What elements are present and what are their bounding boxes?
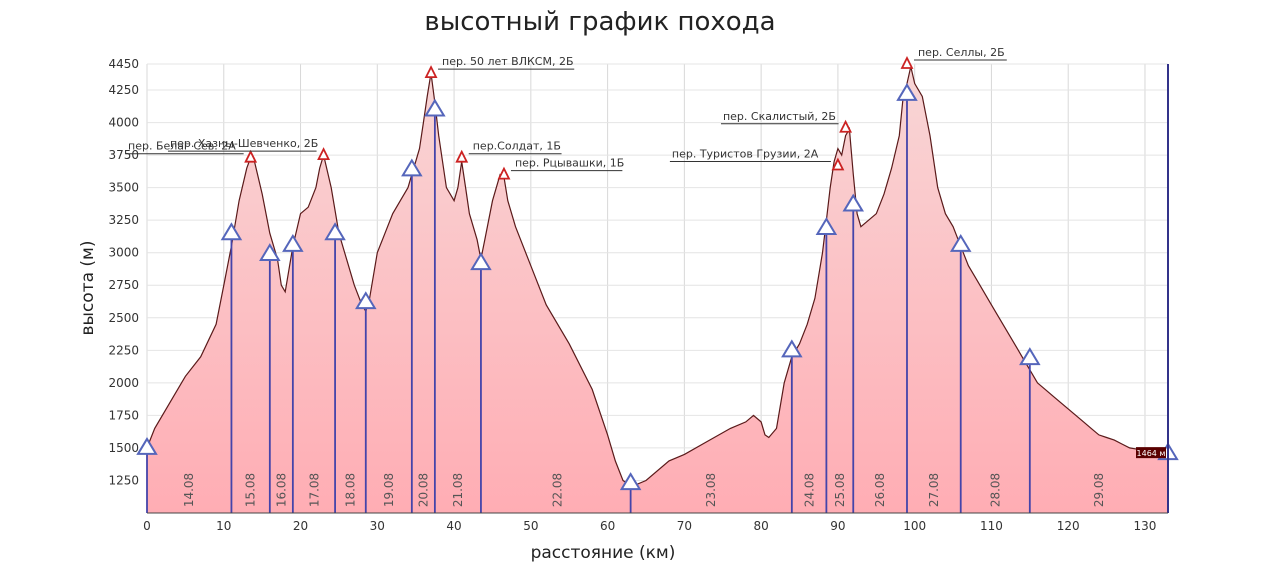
y-tick-label: 2250 bbox=[108, 343, 139, 357]
pass-label: пер. Скалистый, 2Б bbox=[723, 110, 836, 123]
date-label: 27.08 bbox=[927, 473, 941, 507]
y-tick-label: 4000 bbox=[108, 116, 139, 130]
day-marker bbox=[949, 233, 972, 252]
day-marker bbox=[282, 233, 304, 252]
pass-marker bbox=[455, 149, 469, 163]
day-marker bbox=[401, 158, 423, 177]
elevation-area bbox=[146, 66, 1169, 513]
y-axis-label: высота (м) bbox=[78, 240, 98, 335]
day-marker bbox=[815, 217, 838, 235]
date-label: 23.08 bbox=[704, 473, 718, 507]
pass-marker bbox=[244, 149, 258, 163]
x-tick-label: 130 bbox=[1134, 519, 1157, 533]
x-axis-label: расстояние (км) bbox=[531, 543, 676, 563]
y-tick-label: 2000 bbox=[108, 376, 139, 390]
y-tick-label: 2500 bbox=[108, 311, 139, 325]
elevation-fill bbox=[147, 66, 1168, 513]
x-tick-label: 50 bbox=[523, 519, 538, 533]
y-tick-label: 4250 bbox=[108, 83, 139, 97]
date-label: 29.08 bbox=[1092, 473, 1106, 507]
pass-label: пер. Хазны-Шевченко, 2Б bbox=[170, 137, 318, 150]
x-tick-label: 80 bbox=[753, 519, 768, 533]
y-tick-label: 3000 bbox=[108, 246, 139, 260]
axis-ticks: 0 10 20 30 40 50 60 70 80 90 100 110 120 130 1250 1500 1… bbox=[108, 57, 1168, 533]
x-tick-label: 100 bbox=[903, 519, 926, 533]
y-tick-label: 4450 bbox=[108, 57, 139, 71]
date-label: 17.08 bbox=[307, 473, 321, 507]
pass-label: пер. Белаг Сев. 2А bbox=[128, 140, 236, 153]
end-label-box bbox=[1136, 447, 1166, 459]
date-label: 20.08 bbox=[416, 473, 430, 507]
day-marker bbox=[424, 98, 446, 117]
x-tick-label: 10 bbox=[216, 519, 231, 533]
pass-marker bbox=[900, 55, 914, 69]
date-label: 26.08 bbox=[873, 473, 887, 507]
x-tick-label: 20 bbox=[293, 519, 308, 533]
y-tick-label: 1500 bbox=[108, 441, 139, 455]
pass-marker bbox=[317, 147, 331, 161]
date-label: 18.08 bbox=[343, 473, 357, 507]
pass-marker bbox=[831, 157, 845, 171]
y-tick-label: 3750 bbox=[108, 148, 139, 162]
pass-marker bbox=[424, 65, 438, 79]
pass-label: пер.Солдат, 1Б bbox=[473, 140, 561, 153]
date-label: 16.08 bbox=[274, 473, 288, 507]
x-tick-label: 110 bbox=[980, 519, 1003, 533]
pass-label: пер. 50 лет ВЛКСМ, 2Б bbox=[442, 55, 573, 68]
date-label: 15.08 bbox=[244, 473, 258, 507]
day-marker bbox=[324, 222, 346, 241]
y-tick-label: 3250 bbox=[108, 213, 139, 227]
x-tick-label: 120 bbox=[1057, 519, 1080, 533]
date-label: 14.08 bbox=[182, 473, 196, 507]
pass-label: пер. Рцывашки, 1Б bbox=[515, 157, 624, 170]
day-marker bbox=[136, 436, 158, 455]
x-tick-label: 60 bbox=[600, 519, 615, 533]
day-marker bbox=[896, 82, 918, 101]
day-marker bbox=[470, 252, 492, 271]
day-marker bbox=[355, 291, 377, 310]
pass-marker bbox=[497, 166, 511, 180]
y-tick-label: 2750 bbox=[108, 278, 139, 292]
date-labels: 14.08 15.08 16.08 17.08 18.08 19.08 20.08 21.08… bbox=[182, 473, 1106, 507]
x-tick-label: 70 bbox=[677, 519, 692, 533]
elevation-line bbox=[146, 66, 1169, 488]
date-label: 28.08 bbox=[988, 473, 1002, 507]
end-label: 1464 м bbox=[1137, 449, 1166, 458]
y-tick-label: 1250 bbox=[108, 473, 139, 487]
date-label: 25.08 bbox=[833, 473, 847, 507]
x-tick-label: 90 bbox=[830, 519, 845, 533]
date-label: 19.08 bbox=[382, 473, 396, 507]
pass-marker bbox=[839, 119, 853, 133]
date-label: 22.08 bbox=[551, 473, 565, 507]
day-marker bbox=[1019, 347, 1041, 366]
x-tick-label: 30 bbox=[370, 519, 385, 533]
day-marker bbox=[259, 243, 281, 262]
x-tick-label: 0 bbox=[143, 519, 151, 533]
day-marker bbox=[781, 339, 803, 358]
date-label: 21.08 bbox=[451, 473, 465, 507]
pass-label: пер. Туристов Грузии, 2А bbox=[672, 148, 819, 161]
pass-label: пер. Селлы, 2Б bbox=[918, 46, 1005, 59]
date-label: 24.08 bbox=[802, 473, 816, 507]
day-marker bbox=[619, 472, 642, 491]
day-marker bbox=[842, 193, 865, 212]
y-tick-label: 3500 bbox=[108, 181, 139, 195]
chart-title: высотный график похода bbox=[424, 7, 775, 37]
y-tick-label: 1750 bbox=[108, 408, 139, 422]
day-marker bbox=[220, 222, 243, 241]
x-tick-label: 40 bbox=[446, 519, 461, 533]
day-lines: 1464 м bbox=[136, 64, 1179, 513]
